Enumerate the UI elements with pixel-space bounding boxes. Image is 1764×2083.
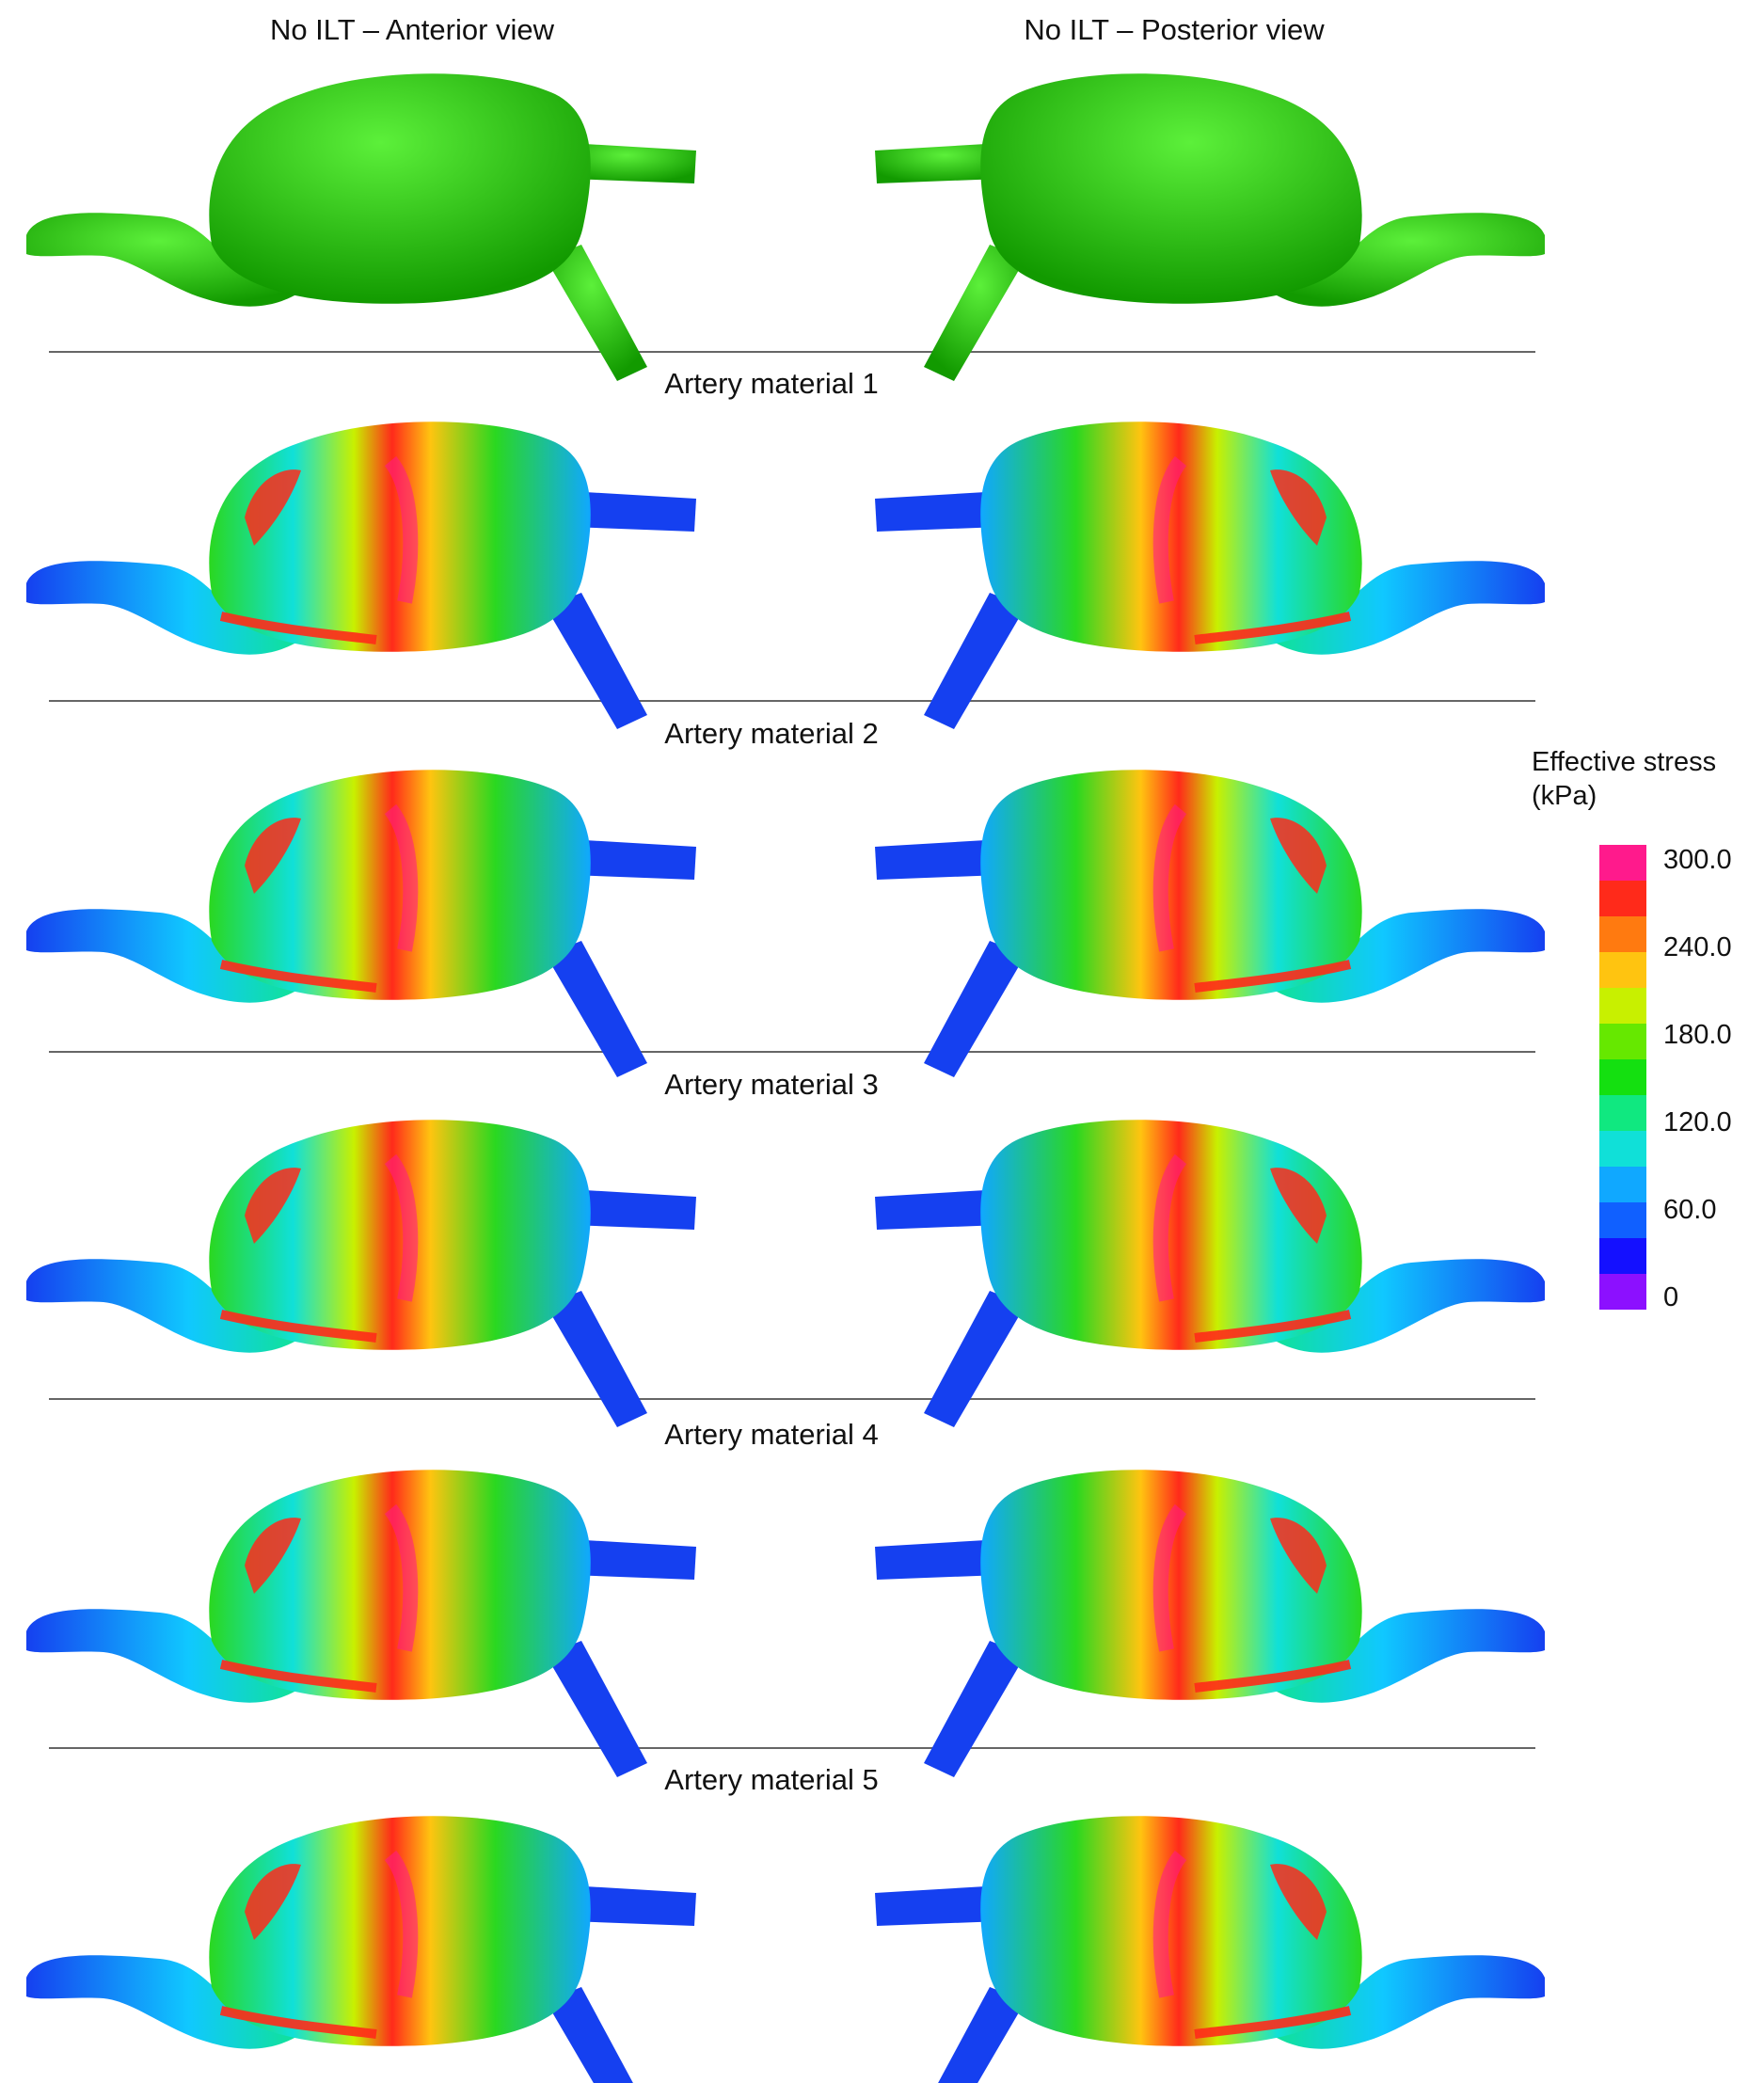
model-material-4-anterior — [19, 1453, 734, 1777]
colorbar-segment — [1599, 1131, 1646, 1168]
colorbar-segment — [1599, 1059, 1646, 1096]
colorbar-segment — [1599, 916, 1646, 953]
model-material-5-anterior — [19, 1799, 734, 2083]
colorbar — [1599, 845, 1646, 1310]
colorbar-tick-label: 240.0 — [1663, 932, 1732, 962]
colorbar-segment — [1599, 1095, 1646, 1132]
colorbar-segment — [1599, 845, 1646, 882]
artery-mesh-drawing — [26, 770, 696, 1077]
model-material-5-posterior — [837, 1799, 1552, 2083]
artery-mesh-drawing — [875, 1816, 1545, 2083]
model-material-2-anterior — [19, 753, 734, 1077]
row-label-material-5: Artery material 5 — [664, 1763, 879, 1796]
artery-mesh-drawing — [26, 1120, 696, 1427]
colorbar-tick-label: 60.0 — [1663, 1195, 1717, 1225]
artery-mesh-drawing — [875, 1120, 1545, 1427]
row-divider — [49, 1051, 1535, 1053]
model-no-ilt-anterior — [19, 56, 734, 381]
model-material-2-posterior — [837, 753, 1552, 1077]
model-no-ilt-posterior — [837, 56, 1552, 381]
row-divider — [49, 700, 1535, 702]
colorbar-segment — [1599, 952, 1646, 989]
row-divider — [49, 351, 1535, 353]
colorbar-tick-label: 180.0 — [1663, 1020, 1732, 1050]
model-material-1-anterior — [19, 405, 734, 729]
colorbar-segment — [1599, 1167, 1646, 1203]
colorbar-tick-label: 300.0 — [1663, 845, 1732, 875]
colorbar-title: Effective stress (kPa) — [1532, 747, 1717, 811]
colorbar-segment — [1599, 1274, 1646, 1310]
artery-mesh-drawing — [26, 1470, 696, 1777]
artery-mesh-drawing — [875, 421, 1545, 729]
model-material-3-posterior — [837, 1103, 1552, 1427]
colorbar-segment — [1599, 881, 1646, 917]
row-label-material-3: Artery material 3 — [664, 1068, 879, 1101]
row-label-material-1: Artery material 1 — [664, 367, 879, 400]
artery-mesh-drawing — [875, 1470, 1545, 1777]
model-material-3-anterior — [19, 1103, 734, 1427]
artery-mesh-drawing — [26, 421, 696, 729]
model-material-1-posterior — [837, 405, 1552, 729]
colorbar-tick-label: 0 — [1663, 1282, 1679, 1312]
row-label-material-4: Artery material 4 — [664, 1418, 879, 1451]
colorbar-segment — [1599, 988, 1646, 1025]
artery-mesh-drawing — [875, 770, 1545, 1077]
artery-mesh-drawing — [26, 73, 696, 381]
colorbar-segment — [1599, 1024, 1646, 1060]
row-label-material-2: Artery material 2 — [664, 717, 879, 750]
colorbar-tick-label: 120.0 — [1663, 1107, 1732, 1137]
row-divider — [49, 1747, 1535, 1749]
model-material-4-posterior — [837, 1453, 1552, 1777]
row-divider — [49, 1398, 1535, 1400]
anterior-view-title: No ILT – Anterior view — [269, 13, 555, 46]
artery-mesh-drawing — [26, 1816, 696, 2083]
posterior-view-title: No ILT – Posterior view — [1024, 13, 1325, 46]
colorbar-segment — [1599, 1238, 1646, 1275]
colorbar-segment — [1599, 1202, 1646, 1239]
artery-mesh-drawing — [875, 73, 1545, 381]
